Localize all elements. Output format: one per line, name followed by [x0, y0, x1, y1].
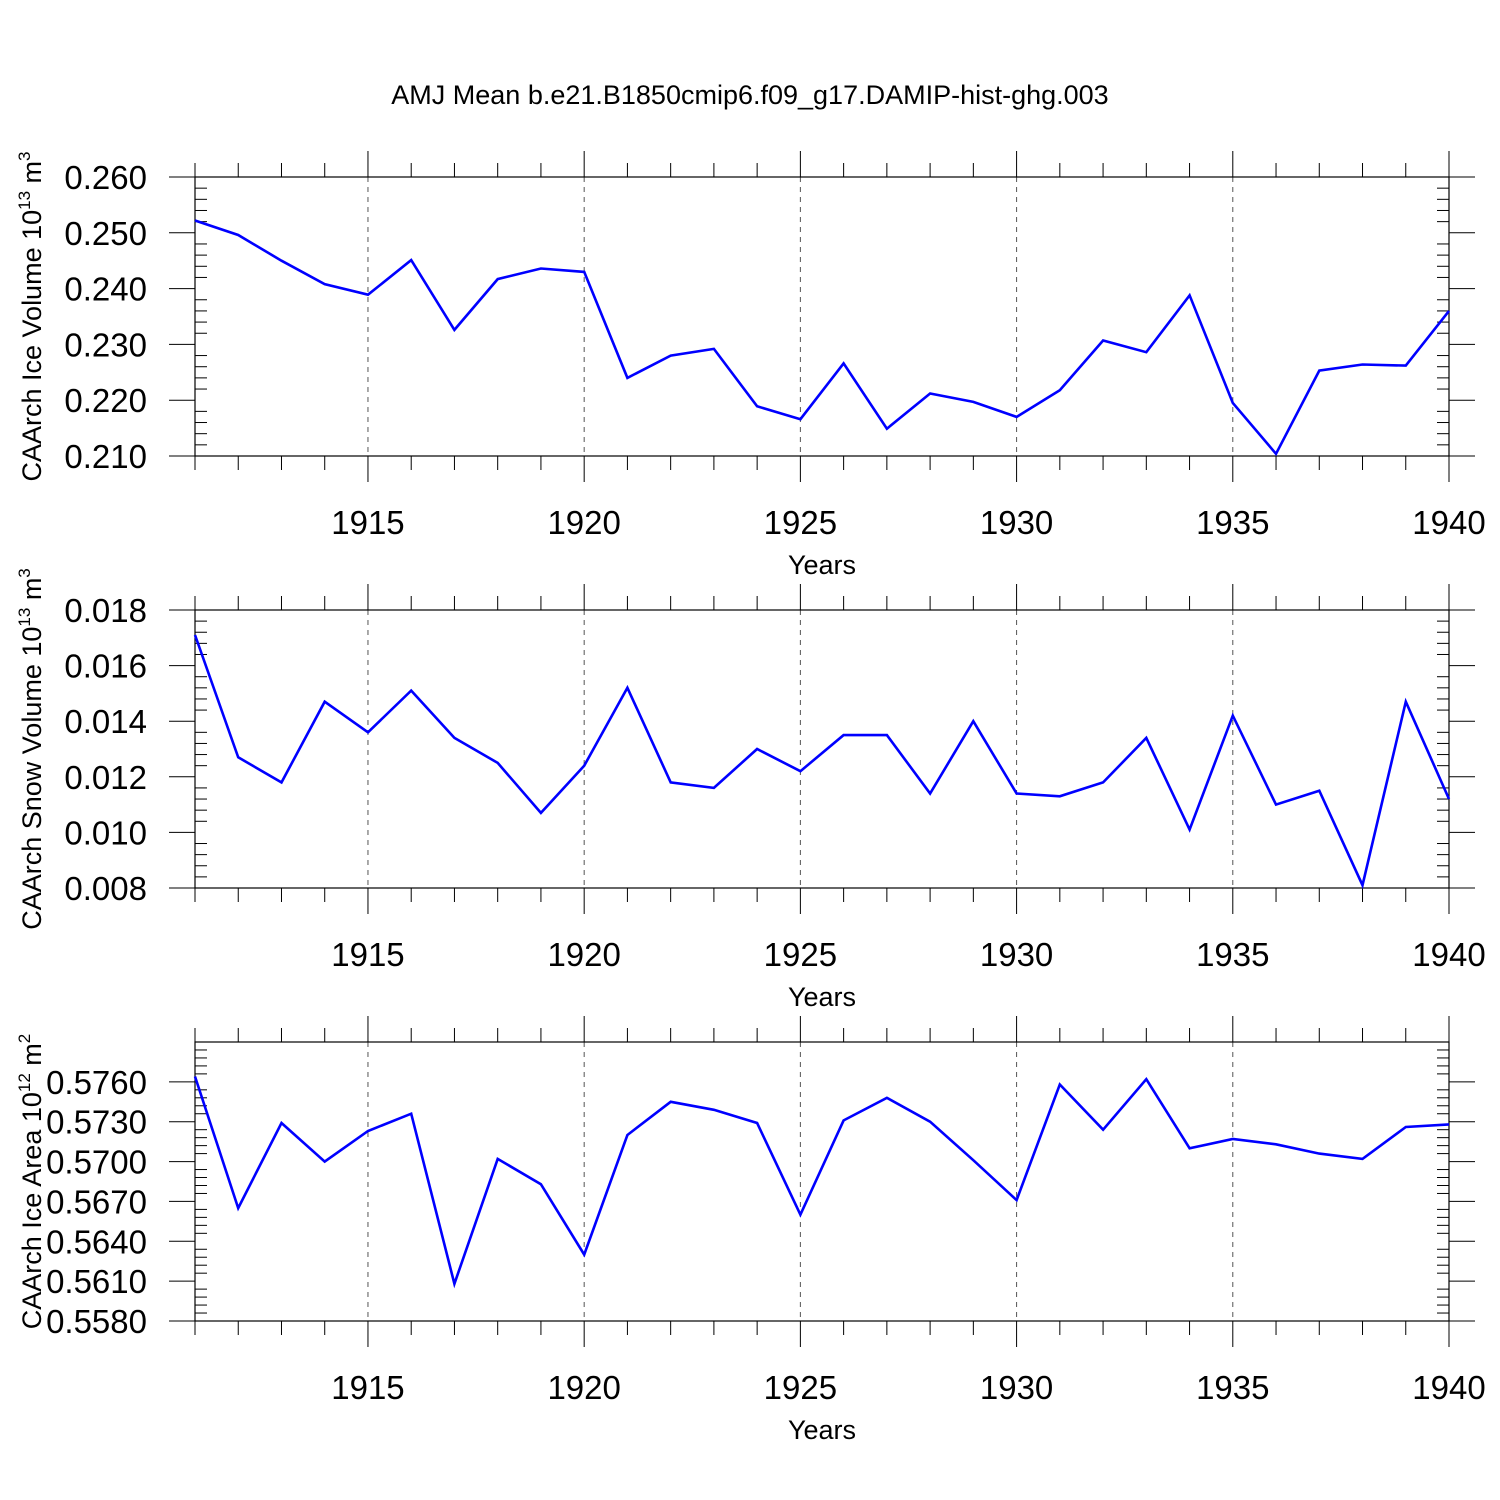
y-tick-label: 0.230	[64, 326, 147, 363]
x-tick-label: 1930	[980, 1369, 1053, 1406]
x-tick-label: 1940	[1412, 936, 1485, 973]
y-axis-label: CAArch Ice Area 1012 m2	[15, 1034, 47, 1330]
y-tick-label: 0.016	[64, 648, 147, 685]
y-tick-label: 0.5730	[46, 1104, 147, 1141]
y-tick-label: 0.5700	[46, 1144, 147, 1181]
y-tick-label: 0.5580	[46, 1303, 147, 1340]
y-tick-label: 0.220	[64, 382, 147, 419]
series-line	[193, 1076, 1450, 1289]
y-tick-label: 0.012	[64, 759, 147, 796]
x-tick-label: 1930	[980, 936, 1053, 973]
plot-frame	[194, 609, 1450, 889]
x-tick-label: 1925	[764, 1369, 837, 1406]
panels-group: 0.210 0.220 0.230 0.240 0.250 0.260 1915 1920 19…	[15, 151, 1486, 1445]
x-axis-label: Years	[788, 982, 856, 1012]
y-tick-label: 0.008	[64, 870, 147, 907]
chart-title: AMJ Mean b.e21.B1850cmip6.f09_g17.DAMIP-…	[391, 80, 1108, 110]
x-tick-label: 1935	[1196, 504, 1269, 541]
y-tick-label: 0.260	[64, 159, 147, 196]
panel-3: 0.55800.56100.56400.56700.57000.57300.57…	[15, 1016, 1486, 1445]
x-tick-label: 1915	[331, 936, 404, 973]
y-tick-label: 0.5610	[46, 1263, 147, 1300]
series-line	[194, 219, 1451, 457]
plot-frame	[194, 176, 1450, 457]
y-tick-label: 0.014	[64, 703, 147, 740]
y-axis-label: CAArch Snow Volume 1013 m3	[15, 568, 47, 930]
x-tick-label: 1920	[547, 504, 620, 541]
plot-frame	[194, 1041, 1450, 1322]
x-tick-label: 1935	[1196, 1369, 1269, 1406]
y-tick-label: 0.5760	[46, 1064, 147, 1101]
x-tick-label: 1935	[1196, 936, 1269, 973]
y-tick-label: 0.240	[64, 271, 147, 308]
y-tick-label: 0.5640	[46, 1223, 147, 1260]
y-tick-label: 0.250	[64, 215, 147, 252]
x-tick-label: 1920	[547, 1369, 620, 1406]
panel-1: 0.210 0.220 0.230 0.240 0.250 0.260 1915 1920 19…	[15, 151, 1486, 580]
panel-2: 0.008 0.010 0.012 0.014 0.016 0.018 1915 1920 19…	[15, 568, 1486, 1012]
x-tick-label: 1940	[1412, 504, 1485, 541]
x-axis-label: Years	[788, 550, 856, 580]
series-line	[193, 634, 1451, 890]
y-tick-label: 0.010	[64, 814, 147, 851]
y-tick-label: 0.018	[64, 592, 147, 629]
x-tick-label: 1940	[1412, 1369, 1485, 1406]
x-tick-label: 1930	[980, 504, 1053, 541]
y-axis-label: CAArch Ice Volume 1013 m3	[15, 151, 47, 481]
x-axis-label: Years	[788, 1415, 856, 1445]
x-tick-label: 1925	[764, 936, 837, 973]
x-tick-label: 1925	[764, 504, 837, 541]
x-tick-label: 1915	[331, 504, 404, 541]
x-tick-label: 1915	[331, 1369, 404, 1406]
x-tick-label: 1920	[547, 936, 620, 973]
y-tick-label: 0.5670	[46, 1183, 147, 1220]
y-tick-label: 0.210	[64, 438, 147, 475]
